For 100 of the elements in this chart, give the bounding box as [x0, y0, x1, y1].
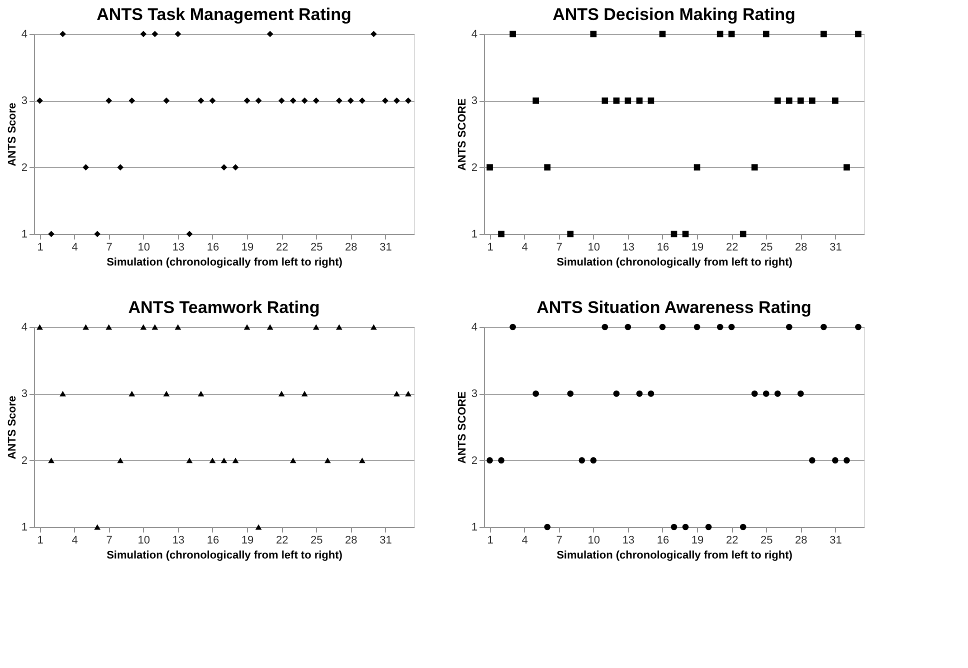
chart-title: ANTS Teamwork Rating	[128, 298, 320, 317]
point	[359, 98, 366, 104]
x-tick-label: 19	[691, 242, 704, 254]
x-axis-title: Simulation (chronologically from left to right)	[106, 256, 343, 268]
x-tick-label: 25	[760, 534, 773, 546]
point	[278, 98, 285, 104]
point	[36, 98, 43, 104]
y-tick-label: 1	[21, 522, 28, 534]
y-axis-title: ANTS SCORE	[456, 98, 468, 171]
point	[348, 98, 354, 104]
point	[855, 324, 862, 330]
point	[370, 30, 377, 38]
y-axis-title: ANTS Score	[6, 396, 18, 460]
point	[786, 324, 792, 330]
point	[716, 30, 724, 38]
point	[486, 164, 493, 170]
point	[762, 30, 770, 38]
point	[198, 98, 204, 104]
x-tick-label: 31	[830, 242, 842, 254]
point	[855, 30, 862, 38]
point	[636, 390, 643, 397]
point	[809, 98, 816, 104]
x-tick-label: 1	[37, 534, 44, 546]
point	[336, 324, 342, 330]
point	[220, 164, 228, 170]
point	[510, 324, 516, 330]
point	[682, 230, 689, 238]
point	[648, 390, 654, 397]
x-tick-label: 19	[241, 242, 254, 254]
point	[290, 98, 296, 104]
point	[186, 230, 193, 238]
point	[278, 390, 285, 396]
point	[740, 524, 746, 530]
x-tick-label: 22	[726, 242, 738, 254]
point	[532, 98, 539, 104]
point	[266, 324, 274, 330]
y-tick-label: 2	[21, 162, 28, 174]
point	[751, 390, 758, 397]
point	[798, 98, 804, 104]
point	[590, 457, 597, 464]
point	[312, 98, 320, 104]
point	[255, 98, 262, 104]
point	[266, 30, 274, 38]
point	[659, 324, 666, 330]
point	[94, 230, 100, 238]
point	[762, 390, 770, 397]
point	[324, 458, 331, 464]
point	[567, 230, 574, 238]
y-tick-label: 4	[471, 322, 478, 334]
x-tick-label: 16	[656, 242, 670, 254]
x-tick-label: 22	[726, 534, 738, 546]
y-axis-title: ANTS SCORE	[456, 391, 468, 464]
point	[590, 30, 597, 38]
x-tick-label: 10	[138, 534, 150, 546]
point	[544, 164, 550, 170]
x-tick-label: 4	[522, 534, 528, 546]
point	[740, 230, 746, 238]
x-axis-title: Simulation (chronologically from left to right)	[106, 550, 343, 562]
point	[186, 458, 193, 464]
point	[106, 98, 112, 104]
point	[602, 324, 608, 330]
point	[244, 98, 250, 104]
point	[670, 230, 678, 238]
point	[140, 30, 147, 38]
point	[498, 457, 504, 464]
x-tick-label: 16	[206, 242, 220, 254]
x-tick-label: 13	[622, 242, 635, 254]
x-tick-label: 13	[172, 242, 185, 254]
y-tick-label: 3	[21, 95, 28, 108]
chart-title: ANTS Decision Making Rating	[552, 5, 796, 24]
x-tick-label: 25	[310, 534, 323, 546]
point	[174, 324, 182, 330]
point	[232, 164, 239, 170]
point	[498, 230, 504, 238]
point	[82, 164, 89, 170]
point	[336, 98, 342, 104]
x-tick-label: 10	[588, 242, 600, 254]
point	[786, 98, 792, 104]
point	[694, 324, 700, 330]
y-tick-label: 2	[471, 454, 478, 467]
point	[174, 30, 182, 38]
point	[544, 524, 550, 530]
x-tick-label: 7	[106, 534, 112, 546]
x-tick-label: 28	[795, 242, 808, 254]
point	[394, 390, 400, 396]
y-tick-label: 3	[471, 388, 478, 400]
point	[648, 98, 654, 104]
x-axis-title: Simulation (chronologically from left to right)	[556, 256, 793, 268]
y-tick-label: 2	[471, 162, 478, 174]
point	[705, 524, 712, 530]
point	[613, 390, 620, 397]
x-tick-label: 19	[241, 534, 254, 546]
x-tick-label: 10	[138, 242, 150, 254]
point	[820, 30, 827, 38]
y-tick-label: 1	[21, 228, 28, 240]
x-tick-label: 28	[345, 242, 358, 254]
point	[382, 98, 388, 104]
x-tick-label: 28	[345, 534, 358, 546]
point	[774, 98, 781, 104]
point	[82, 324, 89, 330]
